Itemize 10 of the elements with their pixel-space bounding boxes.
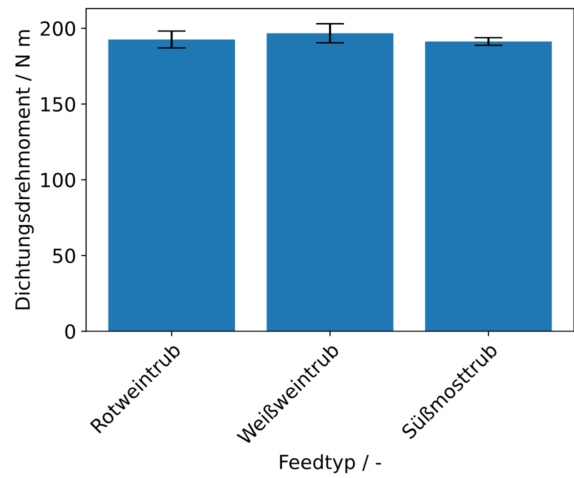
y-tick-label: 200 — [40, 21, 76, 36]
bar — [266, 33, 394, 332]
bar — [425, 41, 552, 332]
x-axis-title: Feedtyp / - — [280, 454, 381, 474]
y-tick-label: 150 — [41, 96, 76, 112]
y-tick-label: 0 — [65, 324, 76, 339]
y-axis-title: Dichtungsdrehmoment / N m — [14, 30, 34, 310]
y-tick-label: 50 — [53, 248, 76, 264]
y-tick-label: 100 — [41, 172, 76, 188]
bar — [108, 40, 236, 332]
